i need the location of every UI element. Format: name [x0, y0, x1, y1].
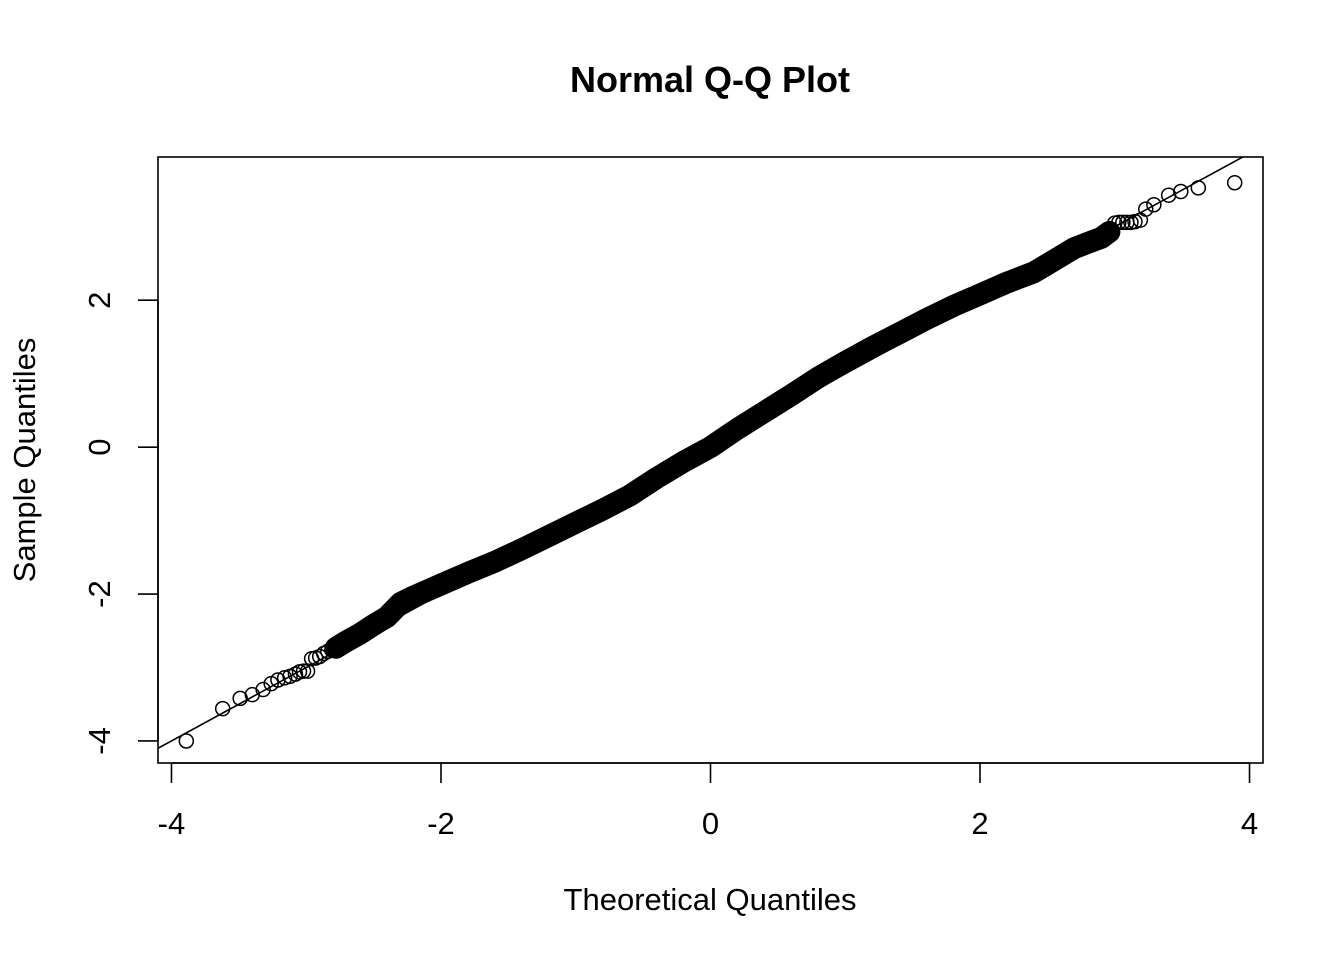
qq-point: [1146, 196, 1162, 213]
plot-area: [158, 157, 1245, 750]
x-tick-label: -4: [158, 806, 186, 841]
y-tick-label: -2: [82, 580, 117, 608]
chart-title: Normal Q-Q Plot: [570, 59, 850, 100]
qq-point: [1226, 174, 1243, 191]
x-axis-label: Theoretical Quantiles: [564, 882, 857, 917]
qq-point: [328, 639, 344, 656]
y-tick-label: 0: [82, 439, 117, 456]
x-tick-label: -2: [427, 806, 455, 841]
y-tick-label: 2: [82, 292, 117, 309]
x-tick-label: 2: [971, 806, 988, 841]
y-tick-label: -4: [82, 727, 117, 755]
qq-point: [1190, 180, 1207, 196]
qq-point: [311, 648, 328, 665]
qq-point: [1111, 214, 1127, 231]
x-tick-label: 4: [1241, 806, 1258, 841]
qq-point-band: [324, 220, 1121, 659]
y-axis-label: Sample Quantiles: [7, 338, 42, 583]
x-axis: -4 -2 0 2 4: [158, 762, 1258, 841]
qq-point: [1173, 183, 1189, 200]
y-axis: -4 -2 0 2: [82, 292, 159, 755]
qq-point: [295, 663, 312, 679]
qq-point: [255, 681, 271, 698]
qq-point: [214, 700, 231, 717]
qq-point: [178, 733, 195, 749]
qq-point: [1115, 214, 1131, 231]
qq-point: [1138, 201, 1154, 217]
x-tick-label: 0: [702, 806, 719, 841]
